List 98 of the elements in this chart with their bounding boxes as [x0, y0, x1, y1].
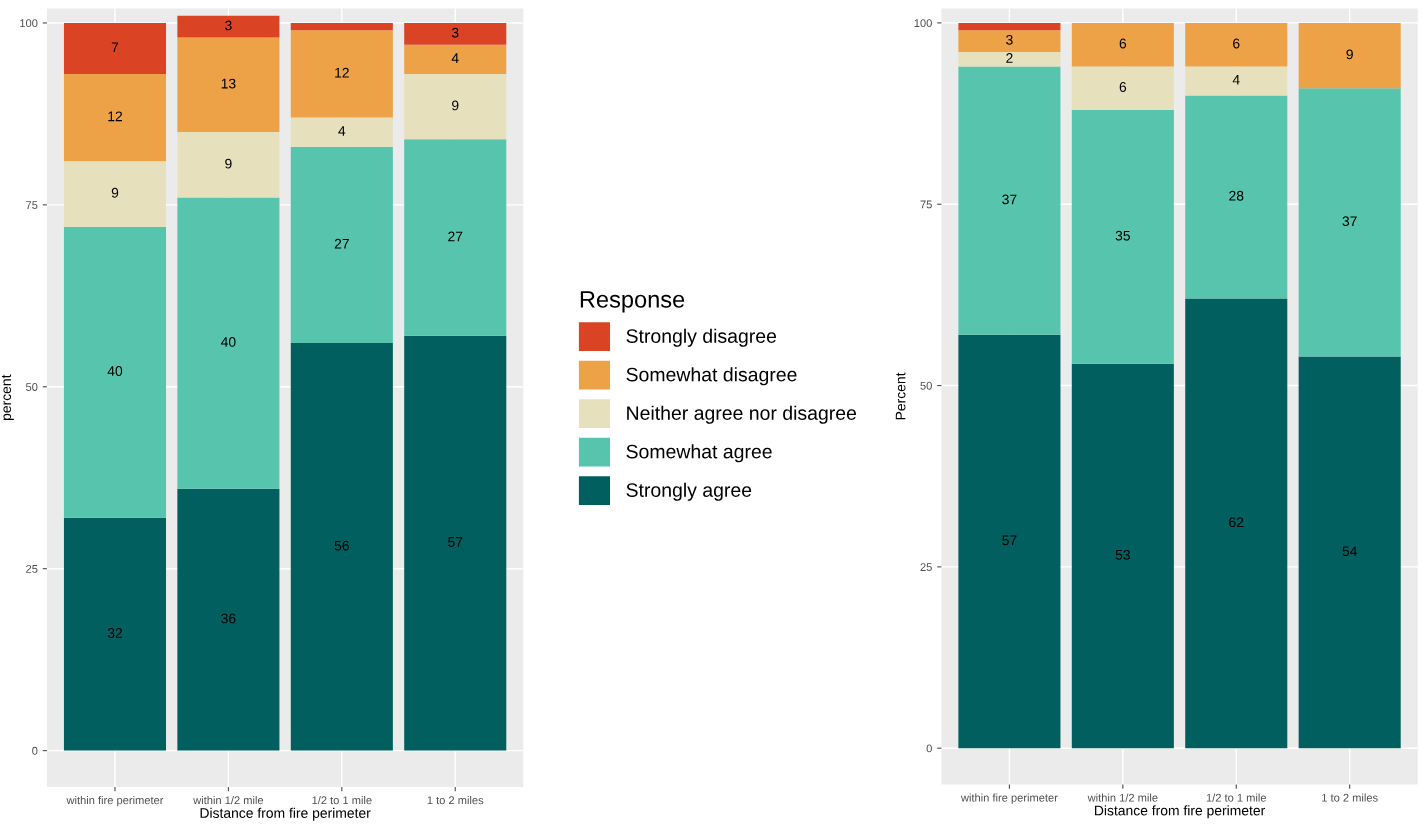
bar — [177, 197, 280, 489]
legend-label: Neither agree nor disagree — [627, 405, 857, 424]
bar — [404, 335, 507, 751]
data-label: 37 — [1002, 194, 1017, 205]
x-tick-label: within fire perimeter — [66, 796, 164, 807]
bar — [404, 73, 507, 140]
x-tick-label: 1/2 to 1 mile — [1206, 793, 1267, 802]
data-label: 4 — [1232, 74, 1240, 85]
data-label: 9 — [225, 158, 232, 169]
bar — [63, 73, 167, 162]
bar — [177, 15, 280, 38]
data-label: 6 — [1119, 38, 1127, 49]
bar — [1185, 66, 1288, 96]
bar — [1185, 95, 1288, 299]
x-tick-label: within fire perimeter — [960, 793, 1058, 804]
data-label: 2 — [1006, 53, 1013, 63]
y-tick-label: 50 — [25, 383, 38, 391]
bar — [177, 37, 280, 133]
x-tick-label: 1/2 to 1 mile — [312, 796, 372, 805]
bar — [404, 139, 507, 336]
y-tick-label: 50 — [920, 381, 932, 390]
bar — [177, 132, 280, 198]
data-label: 12 — [108, 111, 123, 122]
data-label: 36 — [221, 613, 236, 624]
data-label: 9 — [1346, 49, 1353, 60]
y-axis-title: percent — [1, 374, 14, 420]
y-tick-label: 100 — [20, 19, 38, 28]
y-tick-label: 0 — [926, 744, 932, 753]
bar — [290, 30, 393, 118]
bar — [404, 44, 507, 74]
y-tick-label: 75 — [26, 201, 38, 209]
y-axis-title: Percent — [895, 372, 906, 420]
y-tick-label: 75 — [920, 200, 932, 209]
data-label: 57 — [1002, 535, 1017, 546]
data-label: 3 — [225, 20, 232, 31]
data-label: 28 — [1229, 190, 1244, 201]
legend-label: Somewhat disagree — [626, 367, 797, 386]
legend-title: Response — [580, 291, 685, 313]
bar — [290, 146, 393, 344]
data-label: 27 — [448, 231, 463, 242]
bar — [1071, 22, 1174, 67]
data-label: 7 — [111, 42, 119, 52]
data-label: 9 — [111, 187, 119, 198]
legend-label: Somewhat agree — [626, 444, 772, 463]
data-label: 40 — [221, 337, 236, 347]
bar — [958, 66, 1061, 335]
bar — [1298, 356, 1401, 749]
bar — [958, 22, 1061, 31]
data-label: 54 — [1342, 546, 1357, 557]
data-label: 37 — [1342, 216, 1357, 227]
data-label: 3 — [451, 27, 459, 38]
bar — [404, 22, 507, 45]
y-tick-label: 0 — [32, 746, 38, 755]
bar — [63, 517, 167, 751]
bar — [1185, 22, 1288, 67]
data-label: 13 — [221, 78, 236, 89]
legend-label: Strongly agree — [626, 482, 752, 501]
x-tick-label: within 1/2 mile — [193, 796, 264, 805]
x-tick-label: 1 to 2 miles — [1322, 793, 1378, 802]
x-tick-label: 1 to 2 miles — [427, 796, 484, 805]
bar — [1071, 109, 1174, 364]
bar — [290, 117, 393, 147]
bar — [63, 22, 167, 74]
data-label: 62 — [1229, 517, 1244, 528]
data-label: 9 — [452, 100, 459, 111]
bar — [290, 22, 393, 31]
data-label: 53 — [1115, 549, 1130, 560]
data-label: 3 — [1006, 34, 1013, 45]
x-tick-label: within 1/2 mile — [1087, 793, 1158, 802]
data-label: 4 — [451, 53, 459, 63]
bar — [1071, 66, 1174, 110]
data-label: 40 — [107, 366, 123, 376]
x-axis-title: Distance from fire perimeter — [1095, 805, 1265, 819]
bar — [1185, 298, 1288, 749]
data-label: 6 — [1119, 82, 1127, 92]
bar — [958, 334, 1061, 749]
bar — [63, 161, 167, 227]
data-label: 27 — [334, 238, 349, 249]
data-label: 57 — [448, 537, 463, 547]
bar — [958, 51, 1061, 67]
bar — [958, 30, 1061, 52]
y-tick-label: 25 — [920, 563, 932, 572]
x-axis-title: Distance from fire perimeter — [200, 807, 371, 821]
y-tick-label: 100 — [914, 19, 932, 28]
bar — [1298, 88, 1401, 357]
y-tick-label: 25 — [26, 564, 38, 573]
data-label: 4 — [338, 126, 346, 136]
bar — [1298, 22, 1401, 89]
bar — [290, 343, 393, 751]
data-label: 12 — [335, 67, 349, 78]
data-label: 35 — [1115, 230, 1130, 241]
bar — [63, 226, 167, 518]
data-label: 32 — [107, 628, 123, 638]
bar — [1071, 363, 1174, 749]
data-label: 56 — [334, 540, 349, 551]
data-label: 6 — [1233, 38, 1240, 49]
bar — [177, 488, 280, 751]
legend-label: Strongly disagree — [626, 328, 777, 347]
